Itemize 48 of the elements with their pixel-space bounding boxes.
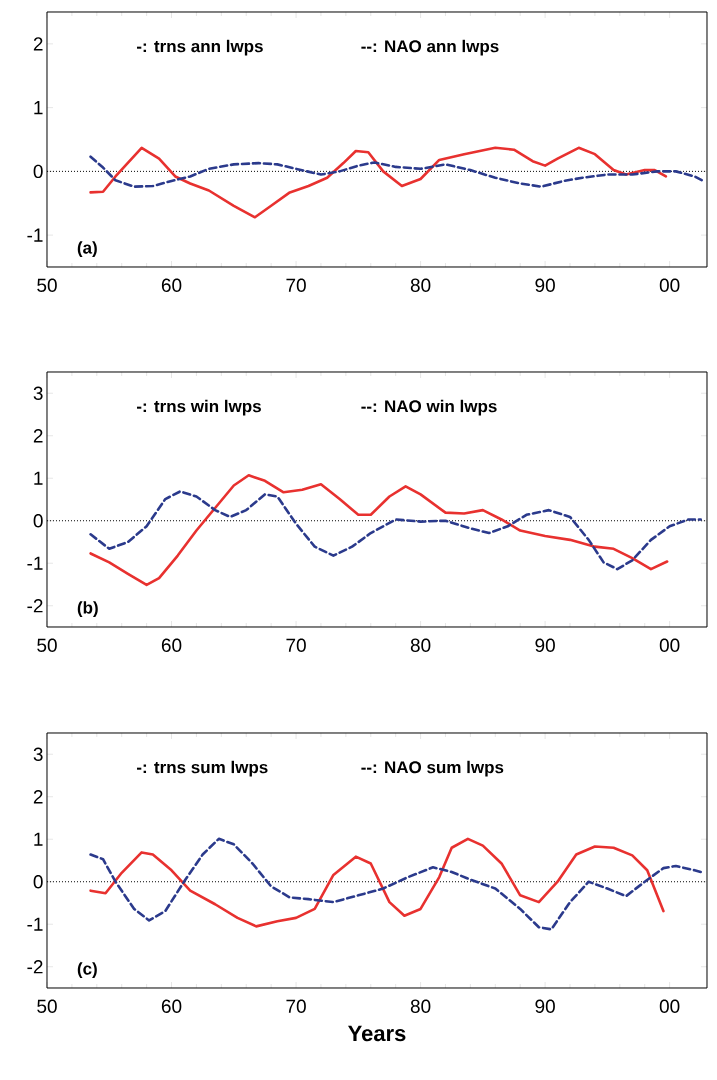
y-tick-label: 3 [33, 747, 43, 761]
x-tick-label: 60 [161, 999, 182, 1013]
y-tick-label: -1 [27, 917, 43, 931]
x-tick-label: 70 [286, 638, 306, 652]
y-tick-label: 1 [34, 832, 43, 846]
line-series [89, 155, 705, 188]
annotation: -: trns win lwps [136, 399, 261, 416]
annotation: (a) [77, 241, 97, 258]
annotation: --: NAO ann lwps [361, 39, 499, 56]
y-tick-label: -2 [27, 599, 43, 613]
y-tick-label: -1 [27, 556, 43, 570]
line-series [89, 473, 669, 587]
x-tick-label: 00 [659, 999, 680, 1013]
x-tick-label: 90 [535, 278, 555, 292]
y-tick-label: 3 [33, 386, 43, 400]
annotation: (b) [77, 601, 98, 618]
x-tick-label: 80 [410, 638, 431, 652]
annotation: --: NAO sum lwps [361, 760, 504, 777]
y-tick-label: 1 [34, 471, 43, 485]
x-tick-label: 60 [161, 278, 182, 292]
y-tick-label: 2 [33, 790, 43, 804]
y-tick-label: -1 [27, 228, 43, 242]
y-tick-label: 0 [33, 514, 43, 528]
annotation: --: NAO win lwps [361, 399, 497, 416]
annotation: (c) [77, 962, 97, 979]
x-tick-label: 00 [659, 278, 680, 292]
x-axis-title: Years [348, 1025, 406, 1042]
y-tick-label: 2 [33, 37, 43, 51]
x-tick-label: 90 [535, 999, 555, 1013]
x-tick-label: 80 [410, 278, 431, 292]
y-tick-label: 2 [33, 429, 43, 443]
x-tick-label: 50 [37, 638, 57, 652]
line-series [89, 490, 703, 571]
x-tick-label: 70 [286, 999, 306, 1013]
x-tick-label: 60 [161, 638, 182, 652]
annotation: -: trns sum lwps [136, 760, 268, 777]
y-tick-label: 0 [33, 875, 43, 889]
annotation: -: trns ann lwps [136, 39, 263, 56]
x-tick-label: 50 [37, 278, 57, 292]
x-tick-label: 80 [410, 999, 431, 1013]
x-tick-label: 50 [37, 999, 57, 1013]
y-tick-label: 1 [34, 101, 43, 115]
line-series [89, 146, 668, 219]
y-tick-label: -2 [27, 960, 43, 974]
x-tick-label: 90 [535, 638, 555, 652]
y-tick-label: 0 [33, 164, 43, 179]
x-tick-label: 70 [286, 278, 306, 292]
x-tick-label: 00 [659, 638, 680, 652]
